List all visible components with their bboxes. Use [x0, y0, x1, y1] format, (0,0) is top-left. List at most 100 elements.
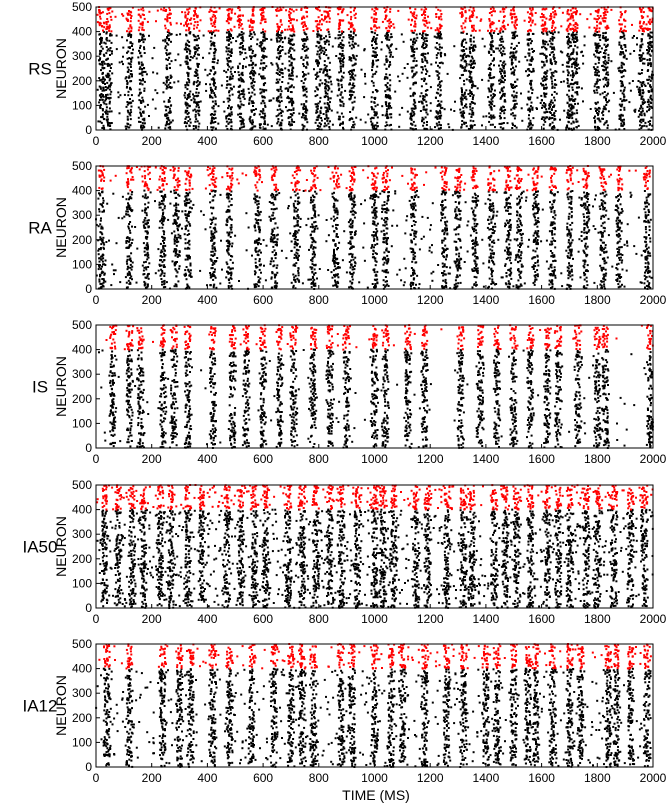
- spike-point: [543, 102, 545, 104]
- spike-point: [388, 22, 391, 25]
- spike-point: [262, 50, 265, 53]
- spike-point: [240, 78, 243, 81]
- spike-point: [226, 115, 229, 117]
- spike-point: [502, 19, 505, 22]
- spike-point: [481, 78, 484, 81]
- spike-point: [561, 51, 564, 54]
- spike-point: [187, 65, 190, 68]
- spike-point: [338, 43, 341, 46]
- spike-point: [338, 25, 341, 28]
- spike-point: [597, 61, 600, 64]
- spike-point: [571, 105, 574, 108]
- spike-point: [528, 48, 531, 51]
- spike-point: [465, 54, 468, 57]
- spike-point: [217, 105, 220, 108]
- spike-point: [426, 113, 429, 116]
- spike-point: [385, 73, 388, 76]
- spike-point: [502, 93, 505, 95]
- spike-point: [351, 73, 354, 76]
- spike-point: [576, 83, 579, 85]
- spike-point: [529, 98, 532, 101]
- spike-point: [603, 56, 606, 59]
- spike-point: [598, 119, 601, 122]
- spike-point: [360, 68, 363, 71]
- spike-point: [166, 59, 169, 61]
- spike-point: [544, 87, 547, 90]
- spike-point: [389, 79, 392, 82]
- spike-point: [193, 35, 196, 38]
- spike-point: [425, 82, 428, 85]
- spike-point: [166, 86, 169, 89]
- spike-point: [542, 14, 545, 16]
- spike-point: [371, 122, 374, 125]
- spike-point: [619, 23, 622, 26]
- spike-point: [435, 91, 438, 94]
- spike-point: [643, 112, 646, 115]
- spike-point: [528, 124, 531, 127]
- spike-point: [544, 21, 547, 24]
- spike-point: [350, 70, 353, 73]
- spike-point: [571, 52, 574, 54]
- spike-point: [515, 50, 518, 53]
- spike-point: [531, 47, 534, 50]
- spike-point: [102, 113, 104, 116]
- spike-point: [166, 53, 168, 56]
- spike-point: [488, 19, 491, 22]
- spike-point: [210, 22, 213, 25]
- spike-point: [514, 35, 516, 38]
- spike-point: [612, 91, 615, 94]
- spike-point: [553, 126, 556, 129]
- spike-point: [260, 102, 263, 105]
- spike-point: [403, 67, 406, 69]
- spike-point: [573, 63, 576, 66]
- spike-point: [439, 112, 442, 115]
- spike-point: [352, 82, 355, 85]
- spike-point: [264, 37, 267, 40]
- spike-point: [512, 51, 515, 54]
- spike-point: [303, 103, 306, 106]
- spike-point: [593, 53, 596, 56]
- spike-point: [576, 72, 579, 74]
- spike-point: [566, 27, 569, 30]
- spike-point: [342, 61, 345, 64]
- spike-point: [489, 23, 492, 26]
- spike-point: [473, 9, 476, 12]
- spike-point: [549, 101, 552, 104]
- spike-point: [425, 100, 428, 103]
- spike-point: [125, 76, 128, 79]
- spike-point: [205, 83, 207, 86]
- spike-point: [323, 96, 326, 99]
- spike-point: [193, 74, 196, 77]
- spike-point: [488, 112, 491, 115]
- spike-point: [437, 100, 440, 102]
- spike-point: [130, 94, 133, 97]
- spike-point: [511, 127, 514, 129]
- spike-point: [487, 68, 490, 70]
- spike-point: [488, 90, 491, 93]
- spike-point: [596, 117, 599, 120]
- spike-point: [230, 106, 233, 109]
- spike-point: [554, 62, 557, 65]
- spike-point: [106, 26, 109, 28]
- spike-point: [197, 94, 200, 97]
- spike-point: [293, 30, 296, 33]
- spike-point: [572, 19, 575, 22]
- spike-point: [649, 31, 652, 34]
- spike-point: [281, 41, 284, 44]
- spike-point: [100, 45, 103, 48]
- spike-point: [597, 51, 600, 54]
- spike-point: [213, 113, 216, 116]
- spike-point: [342, 76, 345, 79]
- spike-point: [105, 21, 108, 24]
- spike-point: [651, 41, 654, 43]
- spike-point: [459, 65, 462, 68]
- spike-point: [186, 113, 189, 116]
- spike-point: [370, 16, 373, 19]
- spike-point: [571, 95, 574, 98]
- spike-point: [131, 45, 133, 47]
- spike-point: [527, 52, 530, 55]
- spike-point: [438, 81, 441, 84]
- spike-point: [187, 48, 190, 51]
- spike-point: [470, 77, 473, 80]
- spike-point: [263, 77, 266, 80]
